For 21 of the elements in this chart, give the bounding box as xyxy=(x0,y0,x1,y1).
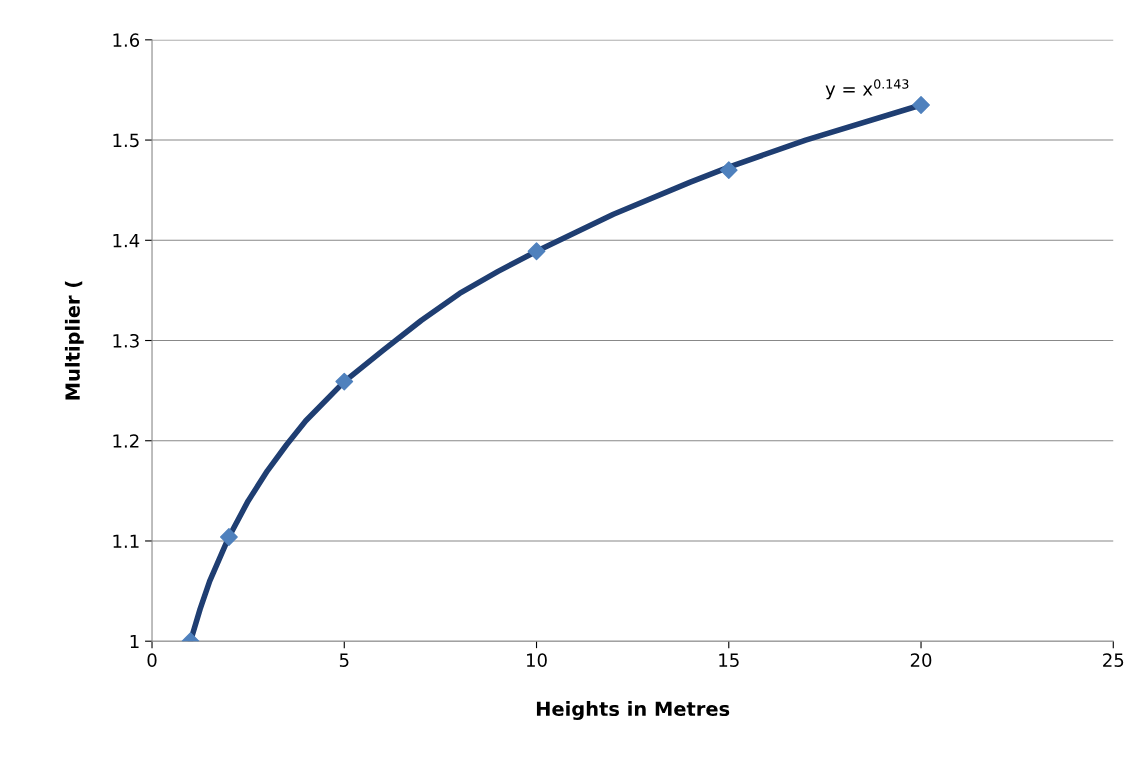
point xyxy=(220,528,238,546)
y-tick-label: 1.6 xyxy=(113,33,140,47)
y-tick-label: 1.3 xyxy=(113,333,139,348)
x-tick-label: 5 xyxy=(339,653,349,667)
point xyxy=(335,372,354,391)
point xyxy=(719,161,738,180)
y-tick-label: 1.5 xyxy=(113,133,139,148)
x-axis-title: Heights in Metres xyxy=(536,701,730,721)
x-tick-label: 25 xyxy=(1103,653,1124,667)
y-tick-label: 1.4 xyxy=(113,233,140,248)
x-tick-label: 10 xyxy=(527,653,547,667)
y-tick-label: 1.2 xyxy=(113,434,139,448)
point xyxy=(527,242,546,261)
point xyxy=(912,96,930,114)
x-tick-label: 15 xyxy=(719,653,739,667)
x-tick-label: 20 xyxy=(910,653,932,667)
annotation: y = x$^{0.143}$ xyxy=(825,79,909,100)
y-tick-label: 1 xyxy=(130,634,139,649)
y-axis-title: Multiplier ( xyxy=(64,281,84,400)
y-tick-label: 1.1 xyxy=(113,534,139,548)
x-tick-label: 0 xyxy=(147,653,157,667)
